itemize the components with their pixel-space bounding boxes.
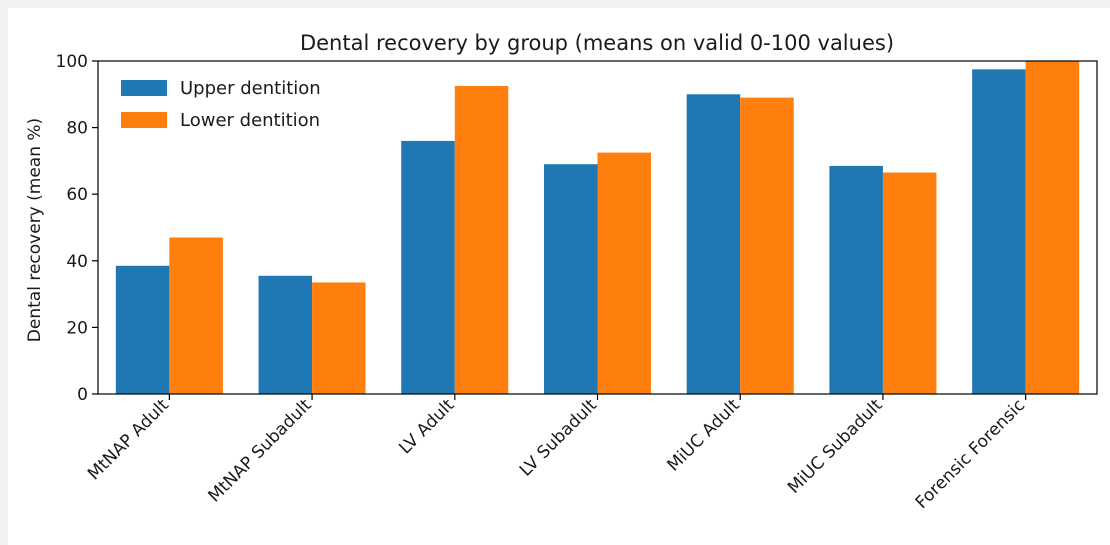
x-tick-label-4: MiUC Adult <box>664 395 744 475</box>
bar-lower-6 <box>1025 61 1080 394</box>
plot-area-frame <box>97 60 1098 395</box>
x-tick-label-5: MiUC Subadult <box>784 395 887 498</box>
bar-upper-6 <box>972 69 1026 394</box>
chart-title: Dental recovery by group (means on valid… <box>300 31 894 55</box>
bar-lower-5 <box>882 172 937 394</box>
bar-lower-0 <box>169 237 223 394</box>
x-tick-label-1: MtNAP Subadult <box>205 395 316 506</box>
bar-lower-1 <box>312 282 366 394</box>
y-axis-ticks: 0 20 40 60 80 100 <box>56 52 98 405</box>
bar-upper-2 <box>401 140 455 394</box>
legend-label-1: Lower dentition <box>180 110 320 131</box>
legend: Upper dentition Lower dentition <box>121 78 321 131</box>
bar-upper-5 <box>829 165 883 394</box>
y-axis-label: Dental recovery (mean %) <box>25 118 45 342</box>
legend-swatch-1 <box>121 112 167 128</box>
x-tick-label-3: LV Subadult <box>516 395 601 480</box>
bar-upper-4 <box>686 94 741 395</box>
bar-upper-3 <box>543 164 598 394</box>
x-tick-label-0: MtNAP Adult <box>84 395 173 484</box>
bar-lower-2 <box>454 85 509 394</box>
legend-label-0: Upper dentition <box>180 78 321 99</box>
x-tick-label-6: Forensic Forensic <box>912 395 1029 512</box>
y-tick-label-2: 40 <box>66 252 88 272</box>
y-tick-label-0: 0 <box>77 385 88 405</box>
y-tick-label-4: 80 <box>66 119 88 139</box>
y-tick-label-5: 100 <box>56 52 88 72</box>
bar-upper-0 <box>115 265 170 394</box>
x-tick-label-2: LV Adult <box>395 395 458 458</box>
bars-group <box>115 61 1080 395</box>
y-tick-label-1: 20 <box>66 318 88 338</box>
bar-lower-3 <box>597 152 652 394</box>
figure-canvas: Dental recovery by group (means on valid… <box>8 8 1110 545</box>
bar-chart: Dental recovery by group (means on valid… <box>25 31 1098 513</box>
y-tick-label-3: 60 <box>66 185 88 205</box>
x-axis-ticks: MtNAP Adult MtNAP Subadult LV Adult LV Suba… <box>84 394 1029 513</box>
bar-upper-1 <box>258 275 313 394</box>
bar-lower-4 <box>740 97 794 394</box>
legend-swatch-0 <box>121 80 167 96</box>
